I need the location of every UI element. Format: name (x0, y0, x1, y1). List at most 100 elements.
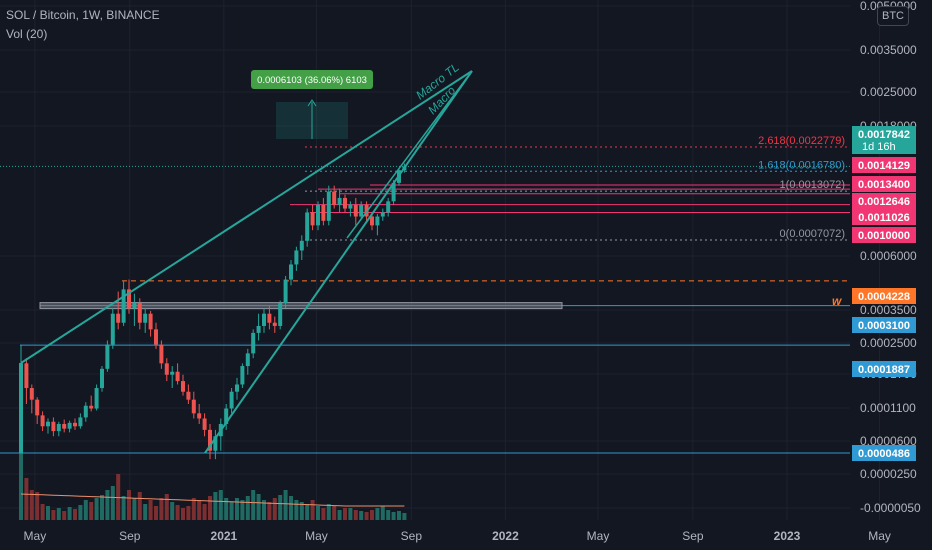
candle-body[interactable] (45, 421, 50, 427)
candle-body[interactable] (267, 313, 272, 323)
volume-bar (278, 495, 283, 520)
candle-body[interactable] (369, 216, 374, 226)
candle-body[interactable] (56, 423, 61, 432)
volume-bar (197, 500, 202, 520)
candle-body[interactable] (62, 423, 67, 429)
volume-bar (170, 502, 175, 520)
candle-body[interactable] (143, 313, 148, 323)
candle-body[interactable] (197, 413, 202, 419)
time-axis[interactable]: May Sep 2021 May Sep 2022 May Sep 2023 May (24, 529, 891, 543)
candle-body[interactable] (359, 204, 364, 217)
candle-body[interactable] (299, 240, 304, 251)
candle-body[interactable] (294, 250, 299, 265)
candle-body[interactable] (78, 417, 83, 427)
price-label: 0.0014129 (858, 160, 910, 172)
candle-body[interactable] (326, 191, 331, 221)
candle-body[interactable] (321, 204, 326, 221)
candle-body[interactable] (234, 384, 239, 392)
candle-body[interactable] (353, 204, 358, 217)
candle-body[interactable] (170, 371, 175, 375)
candle-body[interactable] (261, 313, 266, 326)
symbol-title[interactable]: SOL / Bitcoin, 1W, BINANCE (6, 8, 160, 22)
volume-bar (240, 500, 245, 520)
volume-bar (202, 504, 207, 520)
currency-toggle-button[interactable]: BTC (877, 6, 909, 26)
candle-body[interactable] (159, 344, 164, 364)
candle-body[interactable] (213, 436, 218, 451)
candle-body[interactable] (126, 289, 131, 309)
candle-body[interactable] (229, 391, 234, 409)
candle-body[interactable] (256, 325, 261, 333)
candle-body[interactable] (89, 405, 94, 409)
candle-body[interactable] (175, 371, 180, 382)
candle-body[interactable] (202, 418, 207, 430)
volume-indicator-label[interactable]: Vol (20) (6, 27, 48, 41)
macro-trendline-lower[interactable] (204, 70, 473, 454)
candles[interactable] (19, 163, 407, 460)
volume-bar (272, 498, 277, 520)
candle-body[interactable] (332, 191, 337, 205)
candle-body[interactable] (224, 408, 229, 424)
volume-bar (207, 496, 212, 520)
candle-body[interactable] (29, 388, 34, 400)
channel-line[interactable] (346, 70, 473, 239)
candle-body[interactable] (132, 303, 137, 309)
candle-body[interactable] (342, 197, 347, 209)
candle-body[interactable] (40, 415, 45, 427)
candle-body[interactable] (245, 353, 250, 367)
candle-body[interactable] (153, 329, 158, 345)
candle-body[interactable] (207, 429, 212, 451)
candle-body[interactable] (67, 422, 72, 429)
volume-bar (56, 508, 61, 520)
volume-bar (143, 504, 148, 520)
candle-body[interactable] (310, 212, 315, 226)
candle-body[interactable] (164, 363, 169, 375)
w-marker: w (832, 294, 842, 308)
price-label: 0.0013400 (858, 179, 910, 191)
volume-bar (224, 498, 229, 520)
candle-body[interactable] (116, 313, 121, 323)
volume-bar (386, 510, 391, 520)
candle-body[interactable] (24, 363, 29, 389)
candle-body[interactable] (391, 182, 396, 202)
candle-body[interactable] (121, 289, 126, 323)
candle-body[interactable] (51, 421, 56, 432)
macro-trendline-upper[interactable] (20, 70, 473, 364)
candle-body[interactable] (278, 303, 283, 326)
candle-body[interactable] (386, 201, 391, 213)
price-tick-label: 0.0000600 (860, 434, 917, 448)
candle-body[interactable] (110, 313, 115, 345)
candle-body[interactable] (337, 197, 342, 205)
candle-body[interactable] (272, 322, 277, 326)
candle-body[interactable] (186, 391, 191, 400)
candle-body[interactable] (180, 381, 185, 392)
candle-body[interactable] (375, 216, 380, 226)
candle-body[interactable] (83, 405, 88, 418)
candle-body[interactable] (288, 264, 293, 280)
candle-body[interactable] (315, 204, 320, 226)
candle-body[interactable] (72, 422, 77, 427)
candle-body[interactable] (99, 368, 104, 389)
candle-body[interactable] (94, 388, 99, 409)
support-zone[interactable] (39, 302, 563, 310)
volume-bar (89, 502, 94, 520)
price-axis[interactable]: 0.00500000.00350000.00250000.00180000.00… (852, 0, 921, 515)
candle-body[interactable] (240, 366, 245, 385)
candle-body[interactable] (105, 344, 110, 369)
volume-bar (24, 478, 29, 520)
candle-body[interactable] (283, 279, 288, 304)
price-label: 0.0000486 (858, 448, 910, 460)
candle-body[interactable] (191, 399, 196, 414)
candle-body[interactable] (137, 303, 142, 323)
candle-body[interactable] (305, 212, 310, 241)
candle-body[interactable] (35, 399, 40, 416)
volume-bar (126, 490, 131, 520)
candle-body[interactable] (380, 212, 385, 217)
time-tick-label: May (305, 529, 328, 543)
volume-bar (337, 510, 342, 520)
candle-body[interactable] (148, 313, 153, 330)
candle-body[interactable] (251, 332, 256, 354)
candle-body[interactable] (348, 204, 353, 209)
